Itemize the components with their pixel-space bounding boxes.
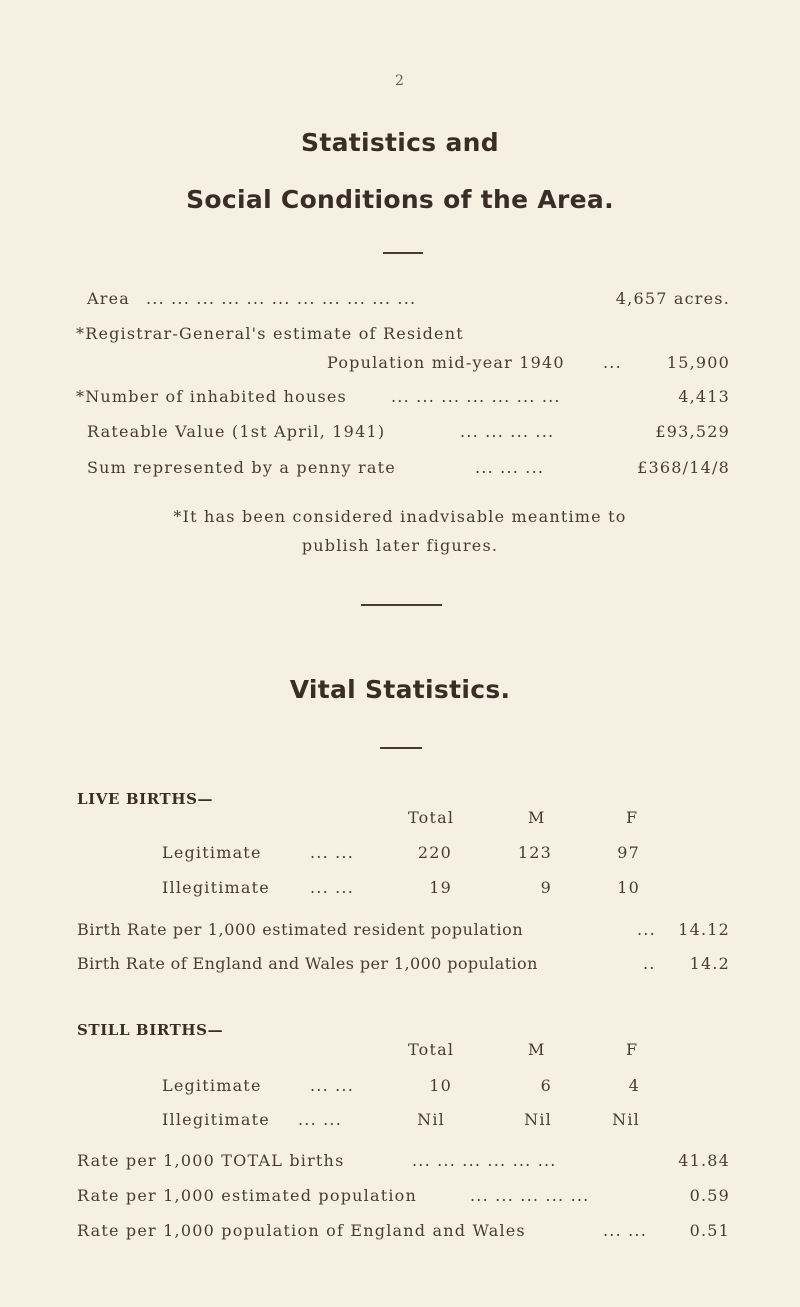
cell-m: 9 — [540, 878, 552, 897]
population-leader: ... — [603, 353, 622, 372]
divider — [380, 747, 422, 749]
row-leader: ... ... — [310, 878, 355, 897]
rateable-leader: ... ... ... ... — [460, 422, 555, 441]
rate-national-value: 0.51 — [689, 1221, 730, 1240]
divider — [383, 252, 423, 254]
still-births-heading: STILL BIRTHS— — [77, 1021, 224, 1039]
rate-population-label: Rate per 1,000 estimated population — [77, 1186, 417, 1205]
column-header-m: M — [528, 1040, 546, 1059]
rate-population-leader: ... ... ... ... ... — [470, 1186, 590, 1205]
birth-rate-label: Birth Rate per 1,000 estimated resident … — [77, 920, 524, 939]
area-value: 4,657 acres. — [615, 289, 730, 308]
national-birth-rate-label: Birth Rate of England and Wales per 1,00… — [77, 954, 538, 973]
rate-total-births-value: 41.84 — [678, 1151, 730, 1170]
cell-m: Nil — [524, 1110, 552, 1129]
footnote-line2: publish later figures. — [301, 536, 499, 555]
birth-rate-leader: ... — [637, 920, 656, 939]
row-leader: ... ... — [298, 1110, 343, 1129]
cell-total: 220 — [417, 843, 452, 862]
cell-m: 6 — [540, 1076, 552, 1095]
rate-total-births-leader: ... ... ... ... ... ... — [412, 1151, 557, 1170]
cell-f: 4 — [628, 1076, 640, 1095]
cell-f: 10 — [617, 878, 640, 897]
page-title-line2: Social Conditions of the Area. — [186, 185, 614, 214]
cell-f: 97 — [617, 843, 640, 862]
column-header-total: Total — [408, 808, 455, 827]
birth-rate-value: 14.12 — [678, 920, 730, 939]
row-label: Legitimate — [162, 1076, 262, 1095]
column-header-m: M — [528, 808, 546, 827]
row-leader: ... ... — [310, 843, 355, 862]
rate-population-value: 0.59 — [689, 1186, 730, 1205]
population-label: *Registrar-General's estimate of Residen… — [76, 324, 464, 343]
rate-national-leader: ... ... — [603, 1221, 648, 1240]
live-births-heading: LIVE BIRTHS— — [77, 790, 214, 808]
column-header-f: F — [626, 808, 639, 827]
row-label: Legitimate — [162, 843, 262, 862]
column-header-total: Total — [408, 1040, 455, 1059]
cell-total: 19 — [429, 878, 452, 897]
houses-leader: ... ... ... ... ... ... ... — [391, 387, 561, 406]
footnote: *It has been considered inadvisable mean… — [173, 507, 627, 526]
cell-f: Nil — [612, 1110, 640, 1129]
rate-total-births-label: Rate per 1,000 TOTAL births — [77, 1151, 345, 1170]
penny-rate-label: Sum represented by a penny rate — [87, 458, 396, 477]
penny-rate-leader: ... ... ... — [475, 458, 545, 477]
penny-rate-value: £368/14/8 — [637, 458, 730, 477]
cell-total: 10 — [429, 1076, 452, 1095]
page-title: Statistics and — [301, 128, 499, 157]
population-value: 15,900 — [666, 353, 730, 372]
area-label: Area — [87, 289, 131, 308]
population-label-line2: Population mid-year 1940 — [327, 353, 565, 372]
rate-national-label: Rate per 1,000 population of England and… — [77, 1221, 526, 1240]
row-leader: ... ... — [310, 1076, 355, 1095]
row-label: Illegitimate — [162, 878, 270, 897]
national-birth-rate-leader: .. — [643, 954, 656, 973]
section-title: Vital Statistics. — [289, 675, 511, 704]
houses-value: 4,413 — [678, 387, 730, 406]
rateable-value: £93,529 — [655, 422, 730, 441]
national-birth-rate-value: 14.2 — [689, 954, 730, 973]
houses-label: *Number of inhabited houses — [76, 387, 347, 406]
row-label: Illegitimate — [162, 1110, 270, 1129]
column-header-f: F — [626, 1040, 639, 1059]
divider — [361, 604, 442, 606]
page-number: 2 — [394, 73, 406, 89]
area-leader: ... ... ... ... ... ... ... ... ... ... … — [146, 289, 417, 308]
rateable-label: Rateable Value (1st April, 1941) — [87, 422, 386, 441]
cell-total: Nil — [417, 1110, 445, 1129]
cell-m: 123 — [517, 843, 552, 862]
